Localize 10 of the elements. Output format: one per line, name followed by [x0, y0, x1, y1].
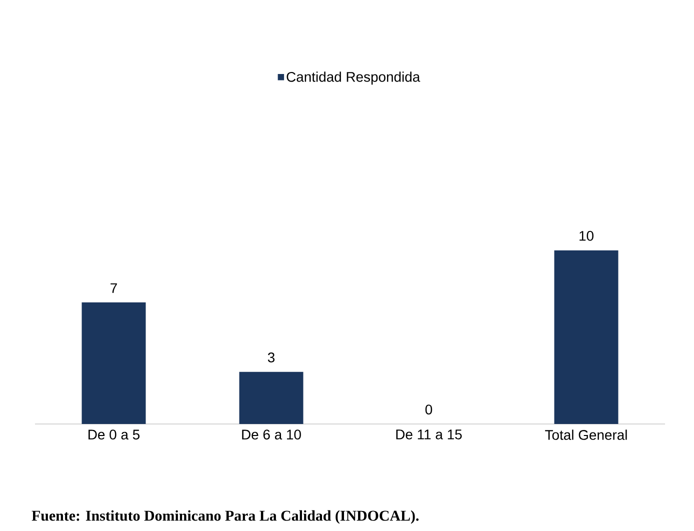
data-label: 3 — [268, 352, 275, 362]
x-tick-label: De 11 a 15 — [396, 430, 462, 440]
source-note: Fuente: Instituto Dominicano Para La Calidad (INDOCAL). — [32, 510, 419, 524]
x-tick-label: Total General — [545, 430, 627, 440]
data-label: 7 — [110, 283, 117, 293]
data-label: 0 — [425, 404, 432, 415]
data-label: 10 — [580, 230, 594, 241]
legend-label: Cantidad Respondida — [286, 72, 420, 85]
x-tick-label: De 6 a 10 — [242, 430, 301, 440]
x-tick-label: De 0 a 5 — [88, 430, 140, 440]
